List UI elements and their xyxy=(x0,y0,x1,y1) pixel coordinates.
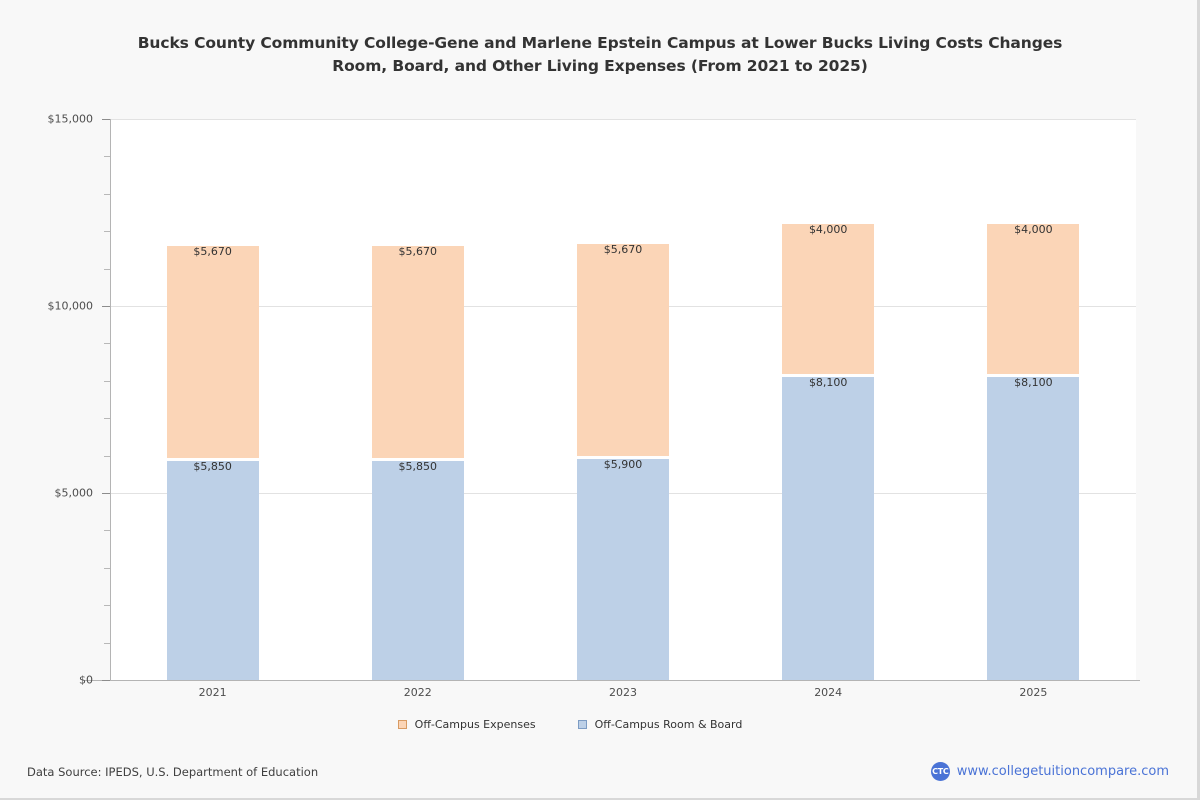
y-axis-tick-major xyxy=(102,680,110,681)
bar-group[interactable]: $5,670 $5,850 xyxy=(166,119,259,680)
y-axis-tick-major xyxy=(102,493,110,494)
legend-item[interactable]: Off-Campus Room & Board xyxy=(577,718,743,731)
x-axis-line xyxy=(84,680,1140,681)
bar-segment-expenses[interactable] xyxy=(987,224,1080,375)
y-axis-tick-major xyxy=(102,306,110,307)
x-axis-label: 2022 xyxy=(403,686,432,699)
x-axis-label: 2023 xyxy=(609,686,637,699)
y-axis-tick-minor xyxy=(104,530,110,532)
bar-segment-expenses[interactable] xyxy=(782,224,875,375)
bar-segment-room-board[interactable] xyxy=(987,377,1080,680)
bar-segment-room-board[interactable] xyxy=(371,461,464,680)
bar-group[interactable]: $5,670 $5,900 xyxy=(577,119,669,680)
x-axis-label: 2024 xyxy=(814,686,843,699)
y-axis-tick-minor xyxy=(104,455,110,457)
bar-value-label-expenses: $4,000 xyxy=(808,223,848,237)
bar-segment-room-board[interactable] xyxy=(166,461,259,680)
bar-value-label-expenses: $5,670 xyxy=(193,245,232,259)
ctc-logo-icon: CTC xyxy=(930,762,950,781)
bar-value-label-room-board: $8,100 xyxy=(1014,376,1053,390)
legend-item[interactable]: Off-Campus Expenses xyxy=(397,718,536,731)
chart-legend: Off-Campus Expenses Off-Campus Room & Boa… xyxy=(0,718,1140,731)
bar-segment-room-board[interactable] xyxy=(577,459,669,680)
legend-label: Off-Campus Room & Board xyxy=(594,718,743,731)
gridline xyxy=(110,119,1136,120)
y-axis-label: $0 xyxy=(79,673,93,687)
bar-value-label-expenses: $4,000 xyxy=(1014,223,1053,237)
bar-segment-expenses[interactable] xyxy=(371,246,464,459)
bar-group[interactable]: $4,000 $8,100 xyxy=(782,119,875,680)
y-axis-label: $5,000 xyxy=(54,486,94,500)
page-title: Bucks County Community College-Gene and … xyxy=(60,32,1140,78)
bar-group[interactable]: $4,000 $8,100 xyxy=(987,119,1080,680)
x-axis-label: 2021 xyxy=(198,686,227,699)
y-axis-label: $10,000 xyxy=(47,299,94,313)
y-axis-tick-minor xyxy=(104,380,110,382)
y-axis-line xyxy=(110,119,111,680)
bar-segment-room-board[interactable] xyxy=(782,377,875,680)
y-axis-tick-minor xyxy=(104,605,110,607)
bar-group[interactable]: $5,670 $5,850 xyxy=(371,119,464,680)
bar-value-label-room-board: $8,100 xyxy=(808,376,848,390)
bar-value-label-expenses: $5,670 xyxy=(398,245,438,259)
legend-swatch-icon xyxy=(397,720,407,729)
chart-subtitle-line-2: Room, Board, and Other Living Expenses (… xyxy=(332,57,868,75)
chart-title-line-1: Bucks County Community College-Gene and … xyxy=(137,34,1063,52)
y-axis-tick-minor xyxy=(104,567,110,569)
y-axis-tick-minor xyxy=(104,268,110,270)
y-axis-tick-minor xyxy=(104,156,110,158)
y-axis-tick-minor xyxy=(104,642,110,644)
bar-value-label-expenses: $5,670 xyxy=(603,243,643,257)
y-axis-tick-minor xyxy=(104,231,110,233)
brand-url-link[interactable]: www.collegetuitioncompare.com xyxy=(956,764,1169,779)
brand-watermark[interactable]: CTC www.collegetuitioncompare.com xyxy=(930,762,1169,781)
bar-value-label-room-board: $5,850 xyxy=(193,460,232,474)
y-axis-label: $15,000 xyxy=(47,112,94,126)
y-axis-tick-minor xyxy=(104,193,110,195)
y-axis-tick-major xyxy=(102,119,110,120)
y-axis-tick-minor xyxy=(104,418,110,420)
bar-value-label-room-board: $5,900 xyxy=(603,458,643,472)
legend-swatch-icon xyxy=(577,720,587,729)
bar-segment-expenses[interactable] xyxy=(166,246,259,459)
bar-segment-expenses[interactable] xyxy=(577,244,669,457)
bar-value-label-room-board: $5,850 xyxy=(398,460,438,474)
legend-label: Off-Campus Expenses xyxy=(414,718,536,731)
x-axis-label: 2025 xyxy=(1019,686,1048,699)
data-source-text: Data Source: IPEDS, U.S. Department of E… xyxy=(27,765,319,779)
y-axis-tick-minor xyxy=(104,343,110,345)
